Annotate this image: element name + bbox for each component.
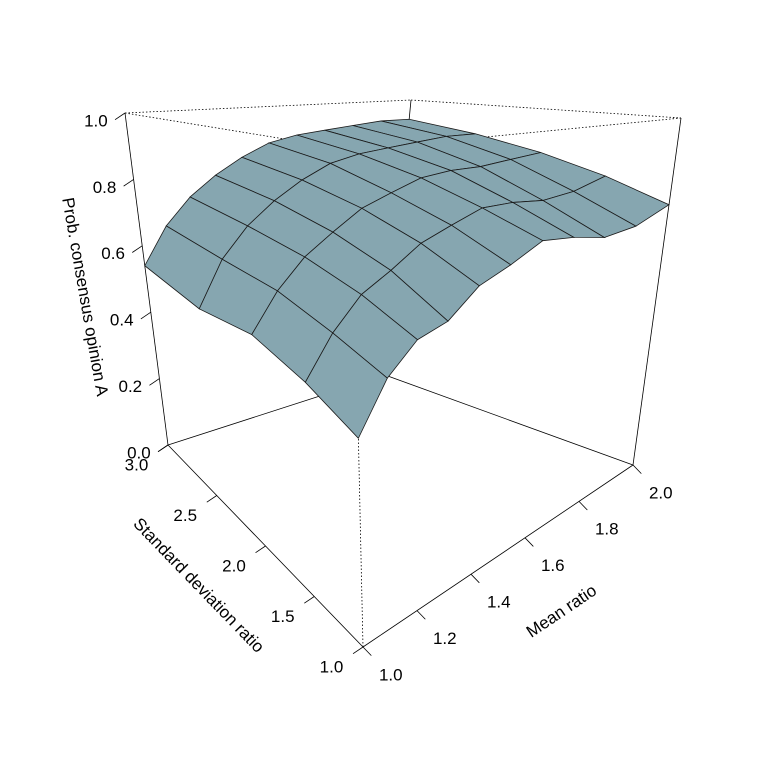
z-tick <box>123 179 134 187</box>
y-axis-label: Standard deviation ratio <box>130 514 268 656</box>
x-tick <box>362 646 372 656</box>
x-tick <box>578 501 588 511</box>
z-tick-label: 0.6 <box>101 244 125 263</box>
z-tick <box>132 245 143 253</box>
y-tick <box>304 596 315 604</box>
y-tick-label: 2.0 <box>222 557 246 576</box>
x-tick <box>416 610 426 620</box>
y-tick-label: 2.5 <box>173 506 197 525</box>
z-tick <box>114 112 126 121</box>
x-tick-label: 2.0 <box>649 483 673 502</box>
x-tick-label: 1.4 <box>487 592 511 611</box>
z-tick-label: 0.0 <box>127 443 151 462</box>
z-tick <box>157 444 169 453</box>
y-tick <box>206 495 217 503</box>
box-edge <box>410 99 682 119</box>
x-tick-label: 1.8 <box>595 520 619 539</box>
y-tick <box>352 646 364 655</box>
x-tick-label: 1.0 <box>379 665 403 684</box>
x-tick-label: 1.6 <box>541 556 565 575</box>
box-edge <box>384 374 634 466</box>
y-tick-label: 3.0 <box>125 456 149 475</box>
box-edge <box>124 112 169 446</box>
x-axis-label: Mean ratio <box>523 581 600 642</box>
box-edge <box>632 117 682 466</box>
x-tick-label: 1.2 <box>433 629 457 648</box>
z-axis-label: Prob. consensus opinion A <box>58 196 112 398</box>
box-edge <box>124 99 412 114</box>
surface-facet <box>304 332 388 439</box>
z-tick <box>149 378 160 386</box>
z-tick <box>140 311 152 320</box>
surface <box>144 118 670 439</box>
box-edge <box>362 464 634 648</box>
z-tick-label: 1.0 <box>84 111 108 130</box>
y-tick <box>255 545 266 554</box>
z-tick-label: 0.4 <box>110 311 134 330</box>
x-tick <box>524 537 534 547</box>
x-tick <box>470 573 480 584</box>
box-edge <box>351 117 682 151</box>
x-tick <box>632 464 642 474</box>
z-tick-label: 0.8 <box>93 178 117 197</box>
axes: 1.0 1.2 1.4 1.6 1.8 2.0 1.0 1.5 2.0 2.5 3.00.0 0.2 0… <box>84 111 673 684</box>
y-tick-label: 1.5 <box>271 607 295 626</box>
y-tick-label: 1.0 <box>320 658 344 677</box>
z-tick-label: 0.2 <box>118 377 142 396</box>
